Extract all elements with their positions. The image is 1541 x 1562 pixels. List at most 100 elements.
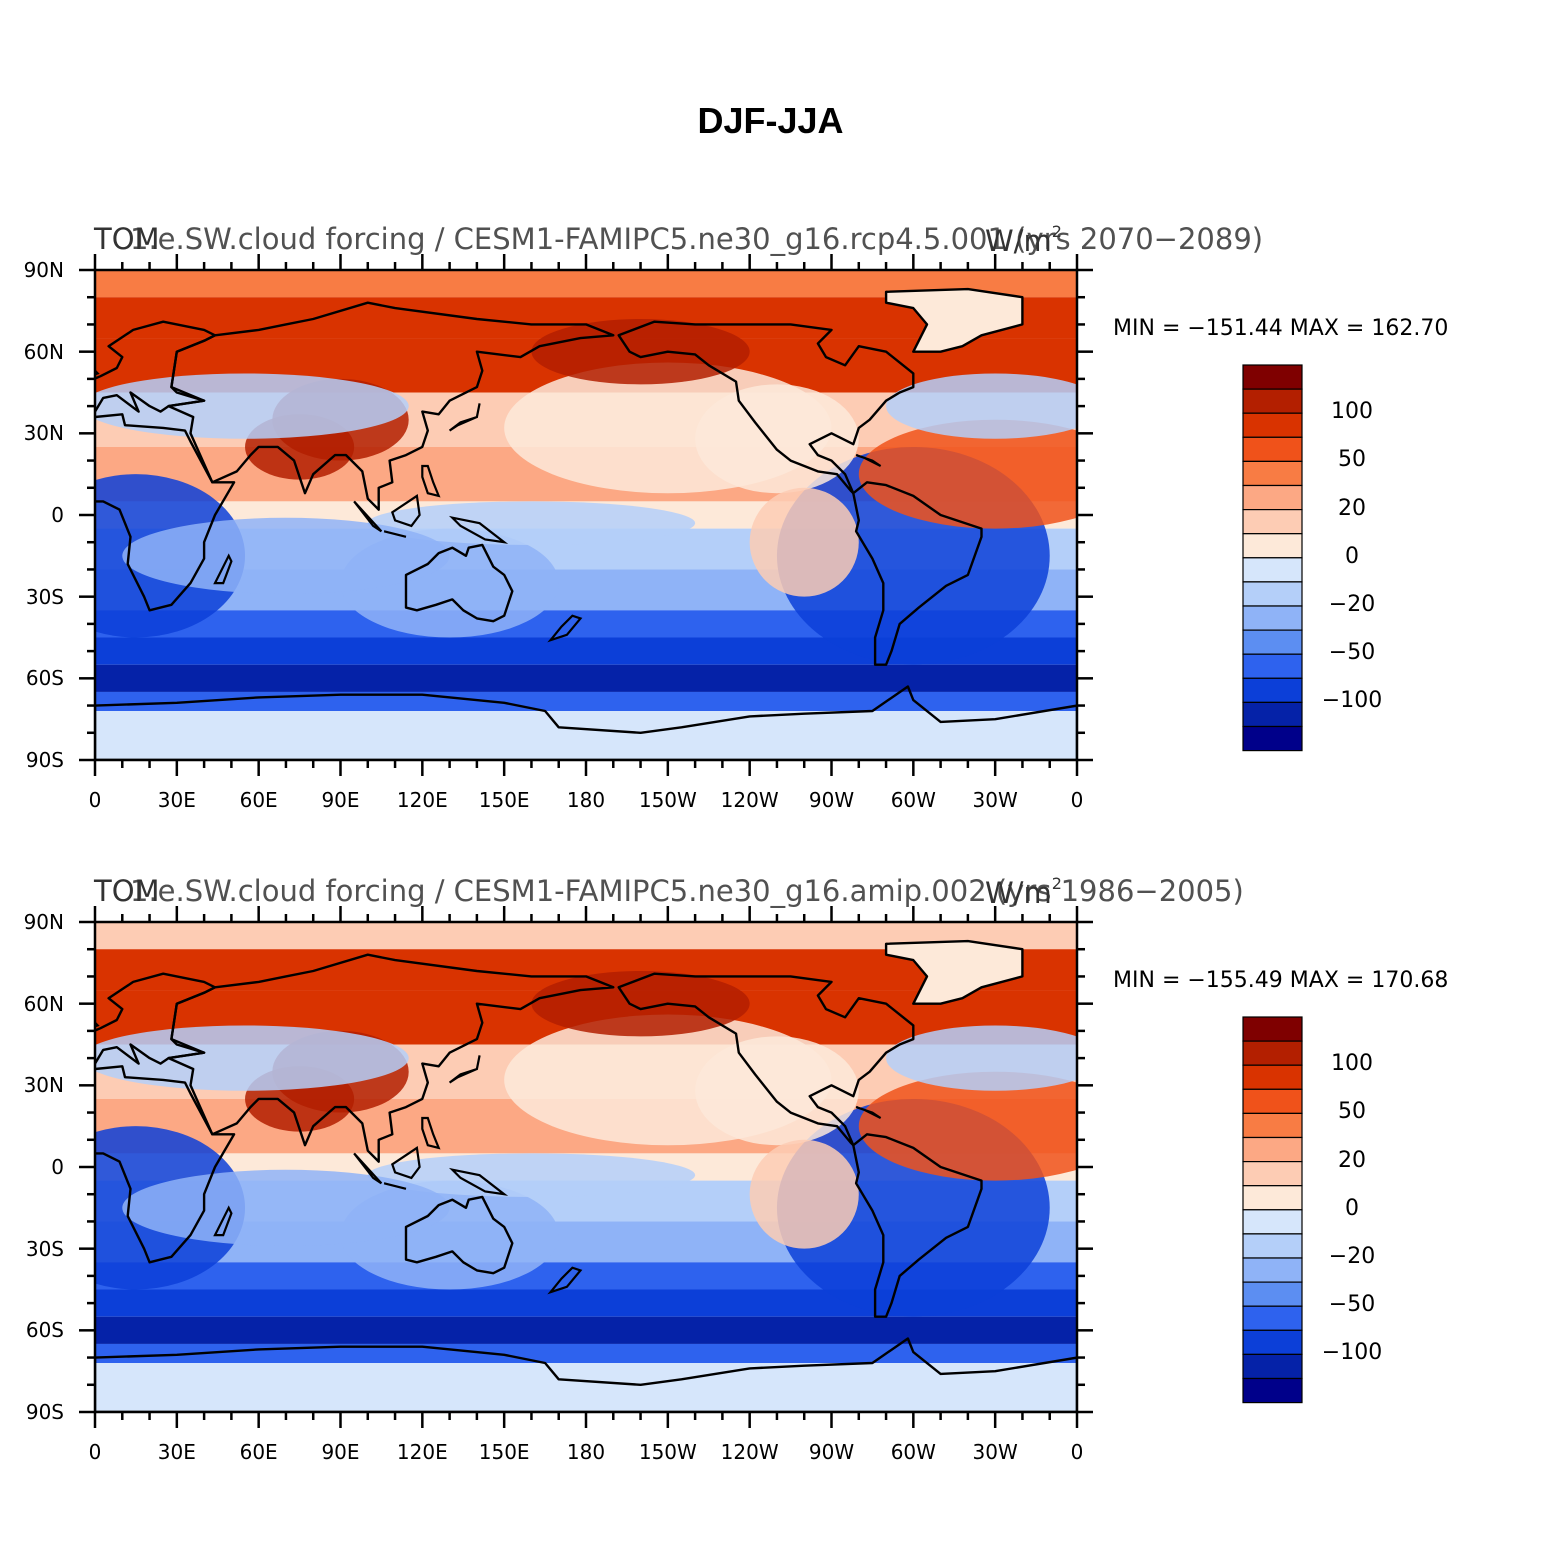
colorbar-cell <box>1242 364 1303 390</box>
coastline-samerica <box>852 481 983 666</box>
shortwave-cloud-forcing-map <box>79 254 1303 776</box>
colorbar-cell <box>1242 533 1303 559</box>
lat-tick-label: 60S <box>25 1318 64 1343</box>
coastline-namerica <box>617 972 915 1147</box>
lon-tick-label: 150E <box>478 1440 530 1464</box>
anomaly-region <box>695 1036 859 1146</box>
anomaly-region <box>886 1025 1077 1091</box>
coastline-island <box>855 454 882 467</box>
lon-tick-label: 60W <box>890 1440 936 1464</box>
coastline-asia <box>167 953 615 1163</box>
field-layer <box>95 922 1077 1412</box>
lat-tick-label: 0 <box>51 503 64 527</box>
coastline-australia <box>404 1195 514 1275</box>
colorbar-cell <box>1242 436 1303 463</box>
coastline-island <box>421 1116 441 1150</box>
figure-title: DJF-JJA <box>697 100 844 141</box>
zonal-band <box>95 1363 1077 1412</box>
colorbar-cell <box>1242 677 1303 703</box>
lat-tick-label: 30S <box>25 584 64 609</box>
coastline-greenland <box>884 939 1024 1005</box>
colorbar-cell <box>1242 1040 1303 1066</box>
colorbar-cell <box>1242 1257 1303 1283</box>
coastline-island <box>547 614 583 643</box>
lat-tick-label: 90N <box>23 258 64 282</box>
anomaly-region <box>531 971 750 1037</box>
lon-tick-label: 90E <box>321 1440 360 1464</box>
anomaly-region <box>695 384 859 494</box>
colorbar-cell <box>1242 1185 1303 1211</box>
zonal-band <box>95 1343 1077 1363</box>
zonal-band <box>95 664 1077 692</box>
anomaly-region <box>531 319 750 385</box>
zonal-band <box>95 1316 1077 1344</box>
coastline-africa <box>95 413 236 612</box>
colorbar-cell <box>1242 653 1303 679</box>
map-panel-amip: TOM 1.e.SW.cloud forcing / CESM1-FAMIPC5… <box>0 874 1541 1562</box>
colorbar-cell <box>1242 629 1303 655</box>
anomaly-region <box>886 373 1077 439</box>
colorbar-cell <box>1242 484 1303 511</box>
coastline-island <box>390 1146 421 1180</box>
coastline-samerica <box>852 1133 983 1318</box>
lon-tick-label: 120E <box>396 788 448 812</box>
lat-tick-label: 30S <box>25 1236 64 1261</box>
lat-tick-label: 30N <box>23 1073 64 1098</box>
lat-tick-label: 90S <box>25 748 64 772</box>
coastline-island <box>448 1167 509 1196</box>
panel-title-units: W/m2 <box>985 222 1062 258</box>
coastline-australia <box>404 543 514 623</box>
colorbar-cell <box>1242 1016 1303 1042</box>
coastline-island <box>421 464 441 498</box>
coastline-africa <box>95 1065 236 1264</box>
lon-tick-label: 120E <box>396 1440 448 1464</box>
anomaly-region <box>749 487 859 597</box>
lon-tick-label: 150W <box>638 788 697 812</box>
coastline-greenland <box>884 287 1024 353</box>
colorbar-cell <box>1242 725 1303 752</box>
colorbar-cell <box>1242 412 1303 438</box>
lat-tick-label: 30N <box>23 421 64 446</box>
lon-tick-label: 60E <box>239 788 278 812</box>
lon-tick-label: 150E <box>478 788 530 812</box>
colorbar-cell <box>1242 1136 1303 1163</box>
lat-tick-label: 90S <box>25 1400 64 1424</box>
colorbar-label: 20 <box>1338 1147 1366 1173</box>
colorbar-cell <box>1242 388 1303 414</box>
colorbar-cell <box>1242 1353 1303 1380</box>
greenland-field <box>886 289 1023 352</box>
colorbar-label: 20 <box>1338 495 1366 521</box>
colorbar-cell <box>1242 1377 1303 1404</box>
colorbar-cell <box>1242 701 1303 728</box>
coastline-island <box>855 1106 882 1119</box>
lon-tick-label: 90W <box>808 1440 855 1464</box>
lon-tick-label: 60E <box>239 1440 278 1464</box>
coastline-island <box>213 553 233 585</box>
colorbar-cell <box>1242 1329 1303 1355</box>
anomaly-region <box>367 501 696 545</box>
colorbar-cell <box>1242 509 1303 535</box>
coastline-island <box>213 1205 233 1237</box>
coastline-island <box>353 1152 383 1185</box>
lon-tick-label: 180 <box>566 1440 606 1464</box>
colorbar-label: 0 <box>1345 543 1359 569</box>
lon-tick-label: 0 <box>1070 1440 1084 1464</box>
lon-tick-label: 150W <box>638 1440 697 1464</box>
colorbar-cell <box>1242 1281 1303 1307</box>
anomaly-region <box>367 1153 696 1197</box>
lon-tick-label: 120W <box>720 1440 779 1464</box>
colorbar-label: −100 <box>1321 688 1383 714</box>
lat-tick-label: 60N <box>23 991 64 1016</box>
colorbar-cell <box>1242 1305 1303 1331</box>
lon-tick-label: 90W <box>808 788 855 812</box>
colorbar-label: 100 <box>1331 399 1373 425</box>
lon-tick-label: 120W <box>720 788 779 812</box>
panel-title-left: TOM <box>94 874 160 908</box>
lat-tick-label: 0 <box>51 1155 64 1179</box>
colorbar-cell <box>1242 605 1303 631</box>
colorbar-label: 50 <box>1338 1099 1366 1125</box>
greenland-field <box>886 941 1023 1004</box>
colorbar-label: 50 <box>1338 447 1366 473</box>
field-layer <box>95 270 1077 760</box>
lon-tick-label: 90E <box>321 788 360 812</box>
